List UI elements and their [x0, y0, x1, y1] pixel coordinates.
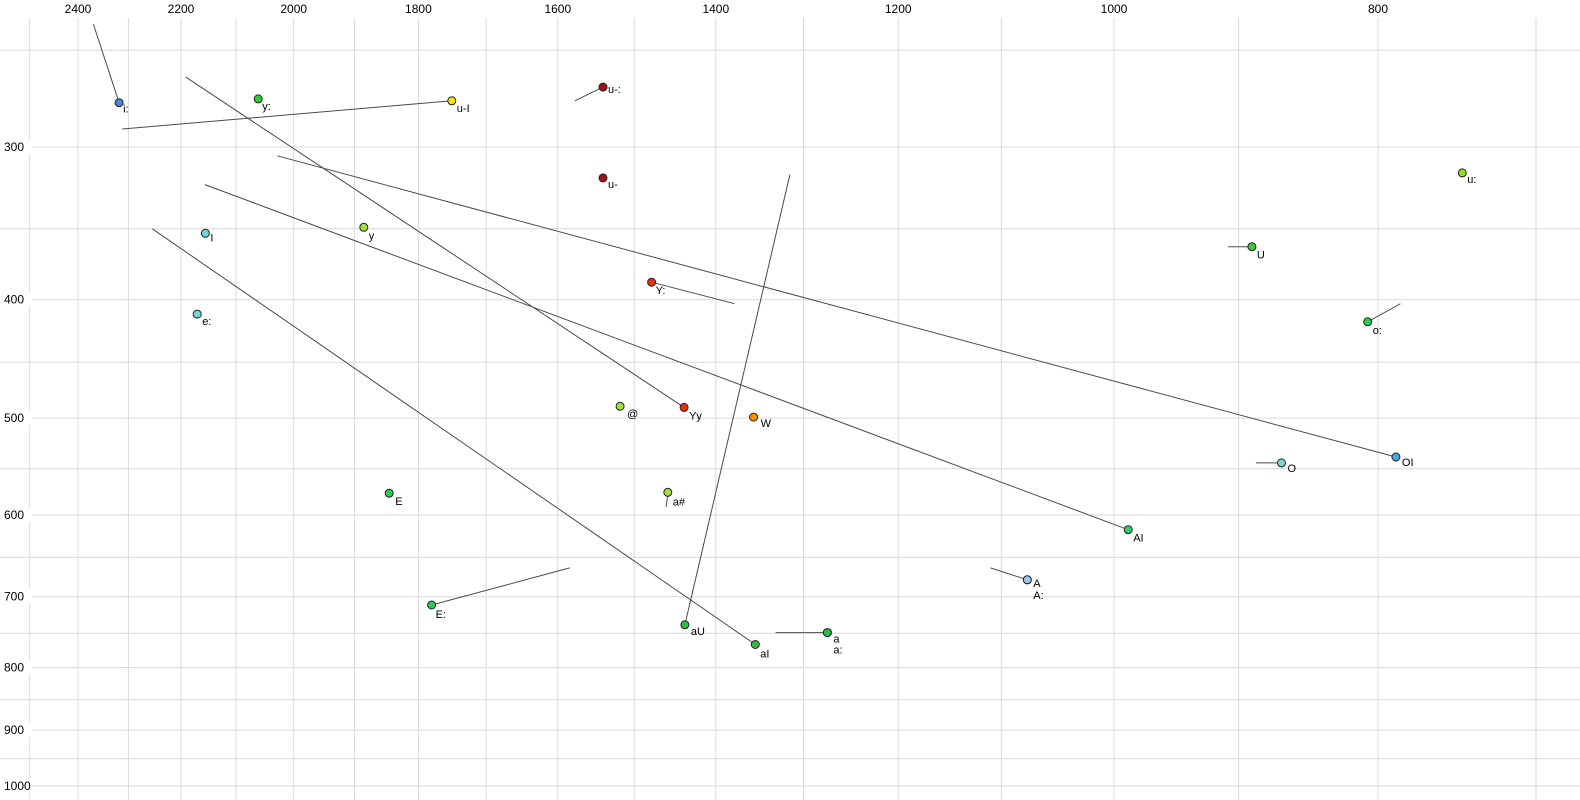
- vowel-label-i: i:: [123, 104, 129, 116]
- y-tick-label-bg-600: [0, 506, 32, 522]
- vowel-label-a: a: [833, 634, 840, 646]
- vowel-label-a: A:: [1033, 590, 1043, 602]
- vowel-label-i: I: [210, 232, 213, 244]
- vowel-point-e: [427, 600, 437, 610]
- vowel-label-oi: OI: [1402, 457, 1414, 469]
- vowel-point-u-i: [447, 96, 457, 106]
- trajectory-line-3: [204, 184, 1129, 531]
- trajectory-line-8: [651, 281, 735, 305]
- x-tick-label-800: 800: [1368, 2, 1388, 16]
- x-tick-label-1600: 1600: [544, 2, 571, 16]
- vowel-point-y: [359, 222, 369, 232]
- vowel-label-u-i: u-I: [457, 103, 470, 115]
- vowel-label-yy: Yy: [689, 410, 702, 422]
- vowel-point-y: [647, 277, 657, 287]
- x-tick-label-1000: 1000: [1101, 2, 1128, 16]
- vowel-label-x: @: [627, 408, 638, 420]
- vowel-point-y: [253, 94, 263, 104]
- trajectory-line-12: [990, 567, 1028, 581]
- y-tick-label-1000: 1000: [4, 779, 31, 793]
- x-tick-label-2400: 2400: [65, 2, 92, 16]
- vowel-point-o: [1363, 317, 1373, 327]
- y-tick-label-bg-900: [0, 722, 32, 738]
- x-tick-label-1200: 1200: [885, 2, 912, 16]
- vowel-label-y: y: [369, 230, 375, 242]
- vowel-label-u: u:: [1467, 174, 1476, 186]
- trajectory-line-7: [574, 86, 604, 102]
- x-tick-label-1400: 1400: [702, 2, 729, 16]
- vowel-point-u: [598, 82, 608, 92]
- trajectory-line-2: [185, 76, 685, 408]
- y-tick-label-800: 800: [4, 661, 24, 675]
- vowel-label-au: aU: [691, 626, 705, 638]
- trajectory-line-0: [92, 23, 120, 103]
- vowel-label-u: u-: [608, 179, 618, 191]
- vowel-point-au: [680, 620, 690, 630]
- y-tick-label-600: 600: [4, 508, 24, 522]
- vowel-point-e: [192, 309, 202, 319]
- vowel-point-yy: [679, 402, 689, 412]
- trajectory-line-1: [122, 100, 452, 130]
- vowel-point-ai: [750, 640, 760, 649]
- trajectory-line-6: [684, 174, 791, 625]
- vowel-point-x: [615, 401, 625, 411]
- vowel-label-a: a:: [833, 645, 842, 657]
- vowel-label-y: y:: [262, 101, 271, 113]
- vowel-label-a: A: [1033, 578, 1041, 590]
- trajectory-line-15: [665, 495, 669, 507]
- vowel-label-e: e:: [202, 316, 211, 328]
- vowel-point-i: [200, 228, 210, 238]
- vowel-point-w: [749, 412, 759, 422]
- y-tick-label-bg-1000: [0, 778, 32, 793]
- x-tick-label-2000: 2000: [280, 2, 307, 16]
- y-tick-label-bg-800: [0, 659, 32, 675]
- vowel-point-e: [384, 488, 394, 498]
- vowel-label-ai: AI: [1133, 533, 1143, 545]
- vowel-point-ai: [1123, 525, 1133, 535]
- y-tick-label-500: 500: [4, 411, 24, 425]
- x-tick-label-2200: 2200: [168, 2, 195, 16]
- y-tick-label-bg-700: [0, 588, 32, 604]
- vowel-point-a: [822, 628, 832, 638]
- y-tick-label-bg-500: [0, 410, 32, 426]
- vowel-point-a: [663, 487, 673, 497]
- vowel-point-i: [114, 98, 124, 108]
- vowel-label-e: E: [395, 496, 402, 508]
- y-tick-label-900: 900: [4, 723, 24, 737]
- vowel-label-ai: aI: [760, 649, 769, 661]
- trajectory-line-5: [152, 228, 756, 645]
- vowel-point-u: [1457, 168, 1467, 178]
- y-tick-label-bg-300: [0, 139, 32, 154]
- y-tick-label-bg-400: [0, 291, 32, 307]
- trajectory-line-4: [277, 155, 1397, 458]
- vowel-label-u: U: [1257, 250, 1265, 262]
- vowel-point-o: [1277, 458, 1286, 468]
- trajectory-line-14: [431, 567, 570, 606]
- vowel-label-a: a#: [673, 496, 686, 508]
- vowel-label-o: O: [1288, 463, 1297, 475]
- x-tick-label-1800: 1800: [405, 2, 432, 16]
- vowel-point-u: [598, 173, 608, 183]
- y-tick-label-400: 400: [4, 293, 24, 307]
- vowel-point-u: [1247, 242, 1257, 252]
- vowel-label-e: E:: [436, 609, 446, 621]
- y-tick-label-300: 300: [4, 140, 24, 154]
- y-tick-label-700: 700: [4, 590, 24, 604]
- vowel-label-y: Y:: [656, 285, 666, 297]
- trajectory-line-10: [1367, 303, 1401, 323]
- vowel-label-w: W: [761, 418, 772, 430]
- vowel-label-u: u-:: [608, 84, 621, 96]
- vowel-point-oi: [1391, 452, 1401, 462]
- vowel-point-a: [1022, 575, 1032, 585]
- vowel-label-o: o:: [1373, 325, 1382, 337]
